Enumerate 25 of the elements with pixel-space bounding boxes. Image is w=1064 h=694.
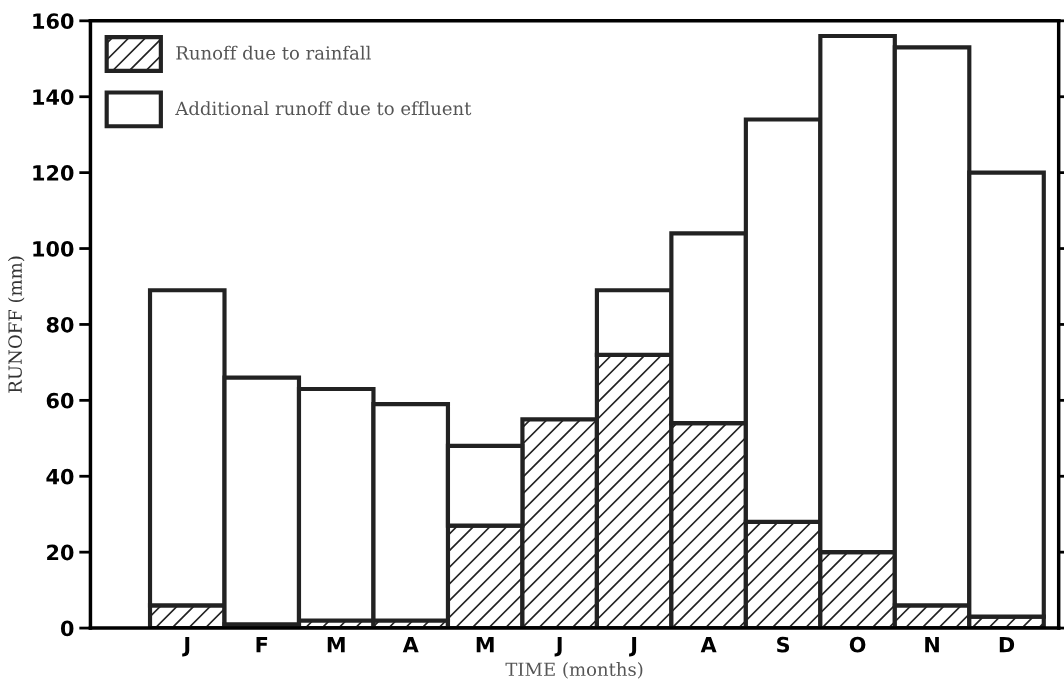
x-tick-label: D	[999, 637, 1015, 653]
x-tick-label: A	[700, 637, 717, 653]
x-axis-title: TIME (months)	[505, 662, 643, 679]
y-tick-label: 100	[33, 240, 74, 257]
x-tick-label: S	[777, 636, 790, 653]
y-tick-label: 80	[46, 316, 74, 333]
legend-label: Runoff due to rainfall	[176, 45, 371, 60]
x-tick-label: F	[256, 637, 268, 653]
x-tick-label: J	[629, 637, 637, 657]
x-tick-label: A	[402, 637, 419, 653]
x-tick-label: N	[925, 637, 939, 653]
x-tick-label: O	[849, 636, 866, 653]
legend-label: Additional runoff due to effluent	[175, 101, 472, 116]
y-tick-label: 160	[33, 13, 74, 30]
y-tick-label: 0	[60, 620, 74, 637]
x-tick-label: M	[327, 637, 345, 653]
y-tick-label: 40	[46, 468, 74, 485]
x-tick-label: J	[182, 637, 190, 657]
y-tick-label: 140	[33, 89, 74, 105]
y-tick-label: 20	[47, 544, 74, 561]
x-tick-label: J	[554, 637, 562, 657]
y-axis-title: RUNOFF (mm)	[7, 256, 25, 393]
x-tick-label: M	[476, 637, 494, 653]
y-tick-label: 120	[33, 165, 74, 181]
y-tick-label: 60	[46, 392, 74, 409]
